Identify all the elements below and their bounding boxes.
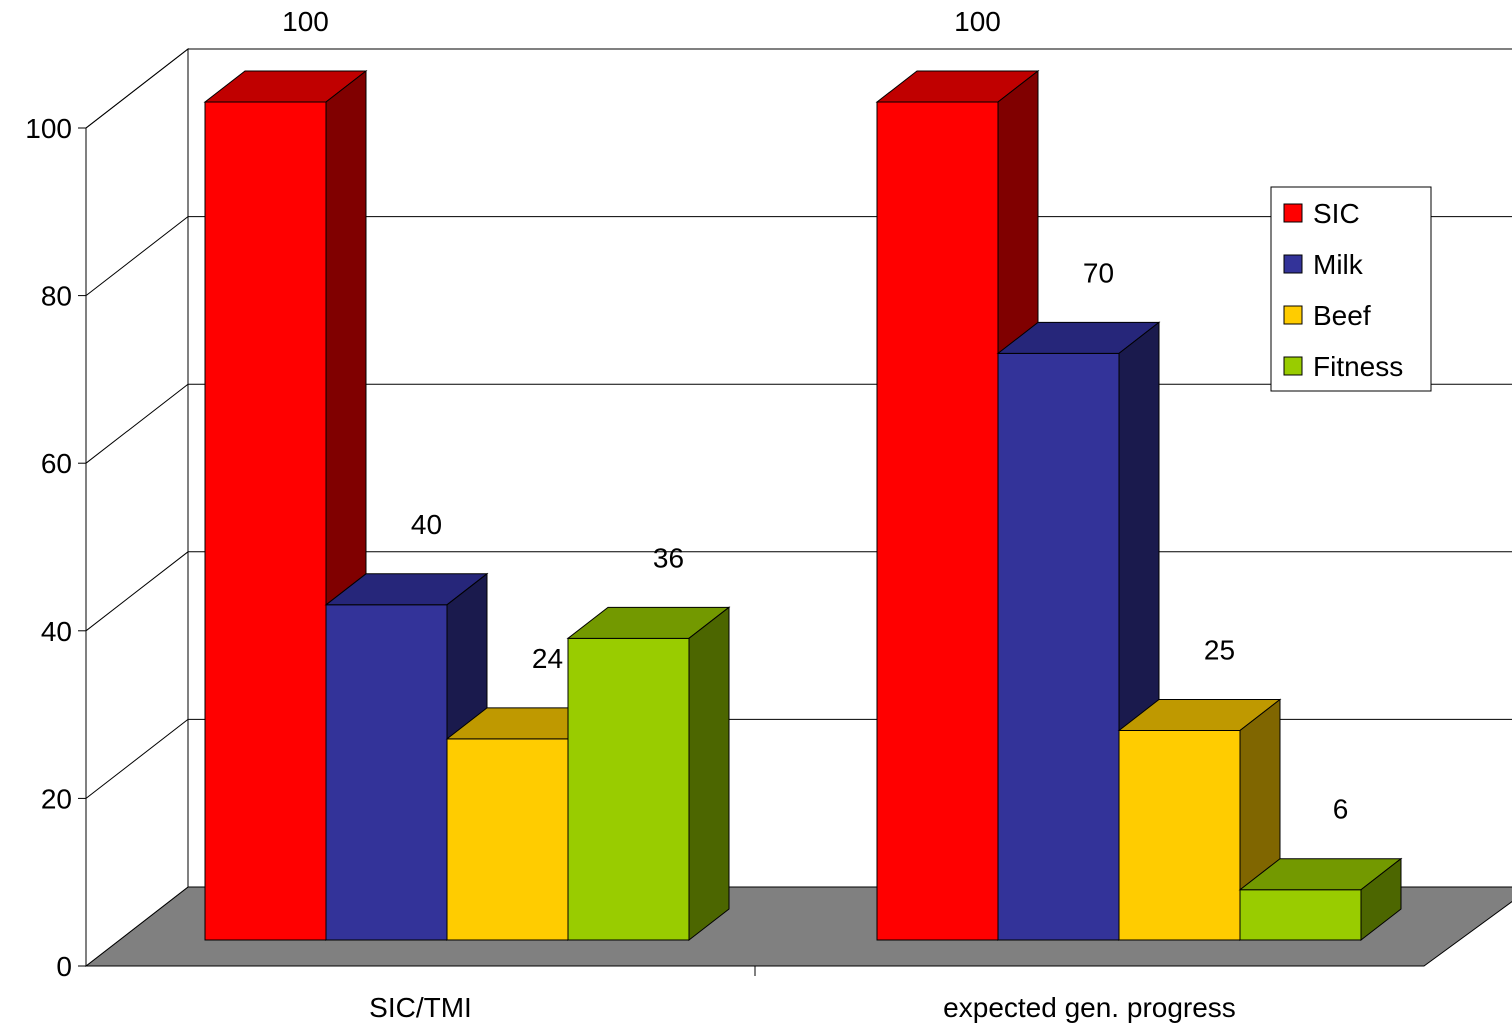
data-label: 40: [411, 509, 442, 540]
bar-side: [1360, 857, 1402, 942]
legend-label: SIC: [1313, 198, 1360, 229]
legend-swatch: [1283, 305, 1303, 325]
data-label: 25: [1204, 635, 1235, 666]
bars: [203, 69, 1403, 942]
bar-front: [446, 738, 569, 941]
axes: 0 20 40 60 80 100 SIC/TMI expected gen. progres…: [25, 113, 1424, 1023]
y-tick-label: 80: [41, 281, 72, 312]
gridline: [85, 216, 1512, 296]
y-tick-label: 20: [41, 783, 72, 814]
data-label: 24: [532, 643, 563, 674]
data-label: 6: [1333, 794, 1349, 825]
bar-front: [325, 604, 448, 941]
legend-swatch: [1283, 254, 1303, 274]
data-labels: 100 40 24 36 100 70 25 6: [282, 6, 1348, 825]
data-label: 100: [282, 6, 329, 37]
data-label: 36: [653, 542, 684, 573]
y-tick-label: 60: [41, 448, 72, 479]
bar-front: [204, 101, 327, 941]
gridline: [85, 48, 1512, 129]
y-tick-label: 100: [25, 113, 72, 144]
y-tick-label: 40: [41, 616, 72, 647]
y-tick-label: 0: [56, 951, 72, 982]
x-tick-label: SIC/TMI: [369, 992, 472, 1023]
data-label: 100: [954, 6, 1001, 37]
bar-side: [688, 606, 730, 942]
legend-label: Milk: [1313, 249, 1364, 280]
legend-swatch: [1283, 356, 1303, 376]
data-label: 70: [1083, 257, 1114, 288]
bar-front: [1239, 889, 1362, 941]
legend-label: Beef: [1313, 300, 1371, 331]
bar-front: [567, 637, 690, 941]
bar-front: [1118, 730, 1241, 941]
legend-label: Fitness: [1313, 351, 1403, 382]
legend-swatch: [1283, 203, 1303, 223]
bar-front: [876, 101, 999, 941]
chart-side-wall: [85, 47, 189, 968]
legend[interactable]: SIC Milk Beef Fitness: [1270, 186, 1432, 392]
bar-front: [997, 352, 1120, 941]
x-tick-label: expected gen. progress: [943, 992, 1236, 1023]
